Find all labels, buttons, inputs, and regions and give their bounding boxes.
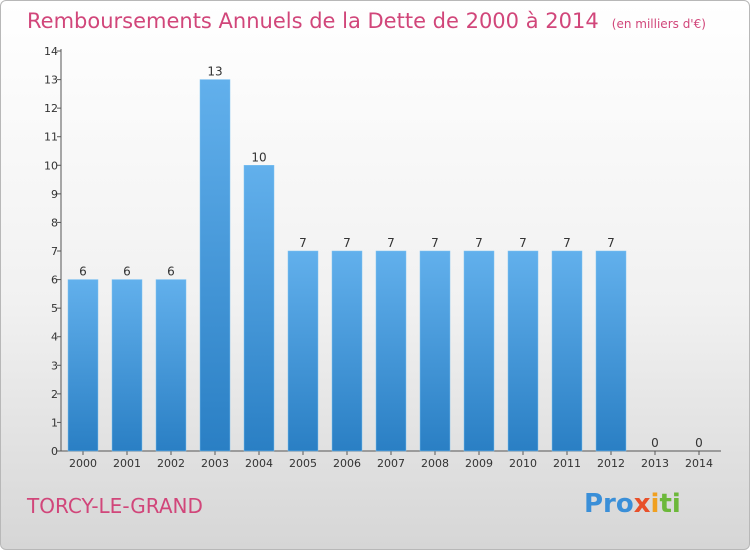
y-tick-label: 14 (44, 45, 58, 58)
x-tick-label: 2011 (553, 457, 581, 470)
bar-2010[interactable] (507, 250, 539, 452)
x-tick-label: 2013 (641, 457, 669, 470)
data-label: 7 (475, 236, 483, 250)
data-label: 6 (123, 265, 131, 279)
x-tick-label: 2006 (333, 457, 361, 470)
chart-unit: (en milliers d'€) (611, 17, 706, 31)
bar-2012[interactable] (595, 250, 627, 452)
y-tick-label: 10 (44, 159, 58, 172)
chart-title: Remboursements Annuels de la Dette de 20… (27, 9, 599, 33)
data-label: 7 (607, 236, 615, 250)
bar-2006[interactable] (331, 250, 363, 452)
data-label: 6 (167, 265, 175, 279)
data-label: 6 (79, 265, 87, 279)
chart-title-block: Remboursements Annuels de la Dette de 20… (27, 9, 706, 33)
bar-2007[interactable] (375, 250, 407, 452)
bar-2011[interactable] (551, 250, 583, 452)
logo-part-4: ti (659, 489, 681, 519)
data-label: 0 (695, 436, 703, 450)
bar-2003[interactable] (199, 79, 231, 452)
data-label: 7 (563, 236, 571, 250)
y-tick-label: 13 (44, 74, 58, 87)
data-label: 0 (651, 436, 659, 450)
bar-2002[interactable] (155, 279, 187, 452)
x-tick-label: 2004 (245, 457, 273, 470)
data-label: 13 (207, 65, 222, 79)
logo-part-1: Pro (584, 489, 634, 519)
commune-name: TORCY-LE-GRAND (27, 494, 203, 518)
x-tick-label: 2010 (509, 457, 537, 470)
x-tick-label: 2005 (289, 457, 317, 470)
x-tick-label: 2000 (69, 457, 97, 470)
x-tick-label: 2003 (201, 457, 229, 470)
bar-2005[interactable] (287, 250, 319, 452)
x-tick-label: 2012 (597, 457, 625, 470)
y-tick-label: 0 (51, 445, 58, 458)
y-tick-label: 3 (51, 359, 58, 372)
logo-part-2: x (633, 489, 651, 519)
data-label: 7 (519, 236, 527, 250)
y-tick-label: 8 (51, 216, 58, 229)
y-tick-label: 7 (51, 245, 58, 258)
x-tick-label: 2007 (377, 457, 405, 470)
y-tick-label: 5 (51, 302, 58, 315)
y-tick-label: 12 (44, 102, 58, 115)
data-label: 7 (387, 236, 395, 250)
x-tick-label: 2014 (685, 457, 713, 470)
bar-2008[interactable] (419, 250, 451, 452)
y-tick-label: 6 (51, 274, 58, 287)
data-label: 7 (343, 236, 351, 250)
bar-2000[interactable] (67, 279, 99, 452)
proxiti-logo[interactable]: Proxiti (584, 489, 681, 519)
y-tick-label: 4 (51, 331, 58, 344)
x-tick-label: 2009 (465, 457, 493, 470)
y-tick-label: 2 (51, 388, 58, 401)
bar-2009[interactable] (463, 250, 495, 452)
data-label: 7 (299, 236, 307, 250)
y-tick-label: 9 (51, 188, 58, 201)
x-tick-label: 2001 (113, 457, 141, 470)
bar-2004[interactable] (243, 165, 275, 452)
y-tick-label: 1 (51, 416, 58, 429)
data-label: 10 (251, 150, 266, 164)
y-tick-label: 11 (44, 131, 58, 144)
x-tick-label: 2002 (157, 457, 185, 470)
x-tick-label: 2008 (421, 457, 449, 470)
bar-2001[interactable] (111, 279, 143, 452)
data-label: 7 (431, 236, 439, 250)
logo-part-3: i (650, 489, 660, 519)
